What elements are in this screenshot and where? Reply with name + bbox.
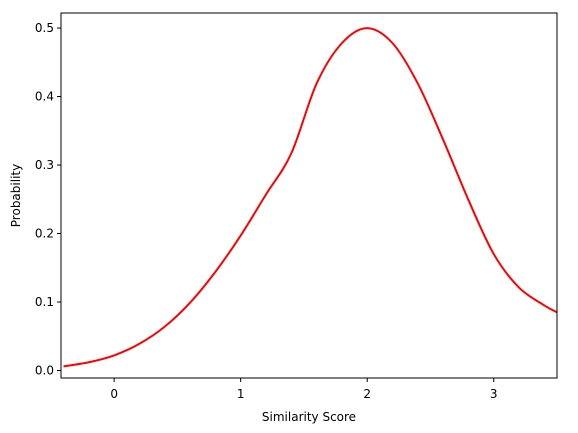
y-axis-label: Probability [9, 164, 23, 227]
x-tick-label: 0 [110, 387, 118, 401]
y-tick-label: 0.1 [35, 295, 54, 309]
x-tick-label: 1 [237, 387, 245, 401]
y-tick-label: 0.5 [35, 21, 54, 35]
x-tick-label: 3 [490, 387, 498, 401]
y-tick-label: 0.4 [35, 90, 54, 104]
series-line-0 [63, 27, 558, 368]
y-tick-label: 0.2 [35, 227, 54, 241]
x-axis-ticks: 0 1 2 3 [110, 378, 498, 401]
plot-area [61, 13, 557, 378]
series-layer [63, 27, 558, 368]
plot-frame [60, 12, 558, 379]
x-axis-label: Similarity Score [262, 410, 356, 424]
y-tick-label: 0.3 [35, 158, 54, 172]
x-tick-label: 2 [363, 387, 371, 401]
y-axis-ticks: 0.0 0.1 0.2 0.3 0.4 0.5 [35, 21, 61, 377]
y-tick-label: 0.0 [35, 363, 54, 377]
